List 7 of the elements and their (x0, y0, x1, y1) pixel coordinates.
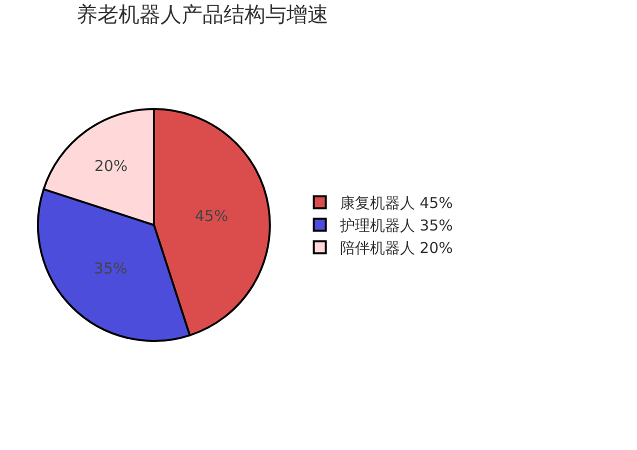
legend-label: 护理机器人 35% (338, 216, 453, 235)
data-label: 45% (194, 206, 228, 225)
legend-label: 陪伴机器人 20% (340, 239, 453, 258)
data-label: 20% (94, 156, 128, 175)
chart-title: 养老机器人产品结构与增速 (76, 2, 328, 26)
data-label: 35% (94, 259, 128, 278)
legend-label: 康复机器人 45% (340, 194, 453, 212)
